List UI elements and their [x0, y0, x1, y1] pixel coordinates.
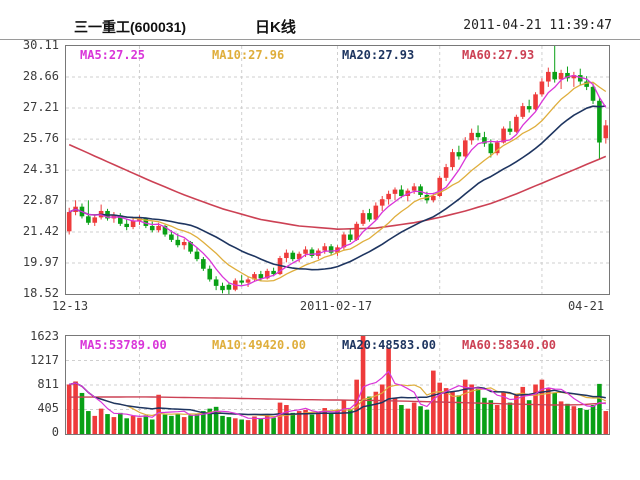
- price-tick: 27.21: [22, 100, 59, 114]
- ma5-label: MA5:27.25: [80, 48, 146, 62]
- price-tick: 22.87: [22, 193, 59, 207]
- volume-ma-labels: MA5:53789.00 MA10:49420.00 MA20:48583.00…: [66, 338, 609, 352]
- ma10-line: [68, 81, 607, 282]
- date-end-label: 04-21: [567, 299, 605, 313]
- ma60-label: MA60:27.93: [462, 48, 535, 62]
- date-mid-label: 2011-02-17: [299, 299, 373, 313]
- stock-title: 三一重工(600031): [74, 19, 187, 35]
- volume-bar-chart[interactable]: MA5:53789.00 MA10:49420.00 MA20:48583.00…: [65, 335, 610, 435]
- volume-tick: 1623: [30, 329, 59, 343]
- ma20-label: MA20:27.93: [342, 48, 415, 62]
- price-tick: 25.76: [22, 131, 59, 145]
- price-tick: 24.31: [22, 162, 59, 176]
- price-tick: 28.66: [22, 69, 59, 83]
- volume-canvas: [66, 336, 609, 434]
- vol-ma20-label: MA20:48583.00: [342, 338, 436, 352]
- volume-tick: 0: [51, 425, 59, 439]
- kline-canvas: [66, 46, 609, 294]
- ma5-line: [68, 74, 607, 287]
- chart-type-title: 日K线: [255, 19, 296, 36]
- ma10-label: MA10:27.96: [212, 48, 285, 62]
- vol-ma60-line: [69, 396, 606, 406]
- price-tick: 30.11: [22, 38, 59, 52]
- vol-ma5-line: [69, 370, 606, 420]
- price-tick: 19.97: [22, 255, 59, 269]
- price-ma-labels: MA5:27.25 MA10:27.96 MA20:27.93 MA60:27.…: [66, 48, 609, 62]
- vol-ma20-line: [69, 382, 606, 416]
- date-start-label: 12-13: [51, 299, 89, 313]
- volume-axis: 1623 1217 811 405 0: [0, 329, 62, 439]
- price-tick: 21.42: [22, 224, 59, 238]
- volume-tick: 1217: [30, 353, 59, 367]
- volume-bars: [66, 336, 609, 434]
- date-axis: 12-13 2011-02-17 04-21: [0, 299, 640, 317]
- datetime-label: 2011-04-21 11:39:47: [463, 18, 612, 33]
- volume-tick: 811: [37, 377, 59, 391]
- price-tick: 18.52: [22, 286, 59, 300]
- vol-ma5-label: MA5:53789.00: [80, 338, 167, 352]
- main-kline-chart[interactable]: MA5:27.25 MA10:27.96 MA20:27.93 MA60:27.…: [65, 45, 610, 295]
- price-axis: 30.11 28.66 27.21 25.76 24.31 22.87 21.4…: [0, 38, 62, 300]
- vol-ma10-line: [69, 382, 607, 418]
- ma20-line: [68, 105, 606, 271]
- vol-ma10-label: MA10:49420.00: [212, 338, 306, 352]
- volume-tick: 405: [37, 401, 59, 415]
- vol-ma60-label: MA60:58340.00: [462, 338, 556, 352]
- header: 三一重工(600031) 日K线 2011-04-21 11:39:47: [0, 0, 640, 40]
- gridlines: [66, 46, 609, 294]
